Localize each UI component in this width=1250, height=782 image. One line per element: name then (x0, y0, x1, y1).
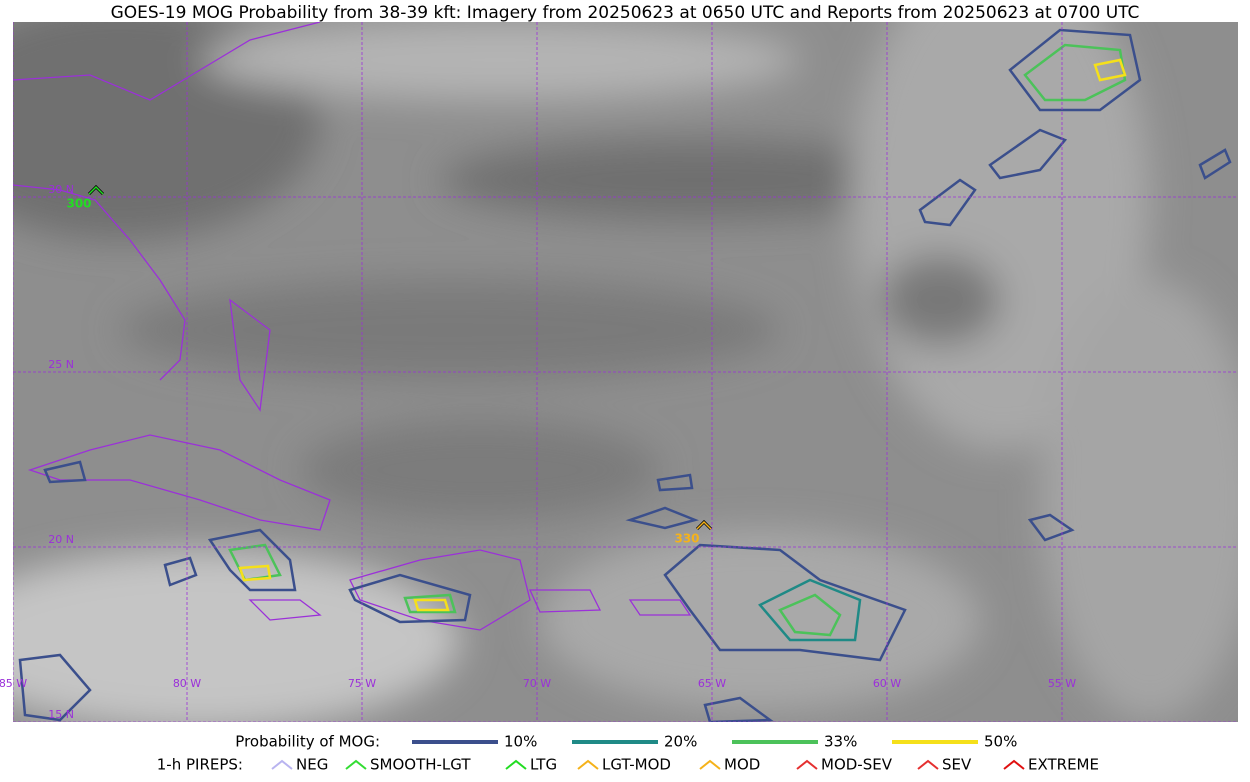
title: GOES-19 MOG Probability from 38-39 kft: … (111, 3, 1140, 23)
legend-symbol (271, 759, 293, 770)
pireps: 300 330 (66, 184, 713, 546)
lon-label: 85 W (0, 677, 27, 690)
lon-label: 75 W (348, 677, 376, 690)
lon-label: 65 W (698, 677, 726, 690)
legend-label: 33% (824, 733, 857, 751)
legend-symbol (577, 759, 599, 770)
imagery (13, 22, 1238, 722)
legend-symbol (917, 759, 939, 770)
legend-label: EXTREME (1028, 756, 1099, 774)
lon-label: 55 W (1048, 677, 1076, 690)
legend-label: LGT-MOD (602, 756, 671, 774)
mog-contours (18, 28, 1232, 722)
lon-label: 60 W (873, 677, 901, 690)
lon-label: 70 W (523, 677, 551, 690)
coastlines (13, 22, 692, 631)
legend-symbol (345, 759, 367, 770)
legend-label: NEG (296, 756, 328, 774)
pirep-symbol (696, 520, 712, 530)
lat-label: 15 N (48, 708, 74, 721)
legend-label: MOD-SEV (821, 756, 893, 774)
pirep-label: 330 (674, 532, 699, 546)
lat-label: 25 N (48, 358, 74, 371)
legend-symbol (699, 759, 721, 770)
legend-label: 10% (504, 733, 537, 751)
legend-symbol (505, 759, 527, 770)
legend-title: Probability of MOG: (235, 733, 380, 751)
legend-label: SEV (942, 756, 972, 774)
legend-label: 50% (984, 733, 1017, 751)
graticule (13, 22, 1238, 722)
legend-label: SMOOTH-LGT (370, 756, 471, 774)
pirep-symbol (88, 185, 104, 195)
lat-label: 30 N (48, 183, 74, 196)
legend-label: 20% (664, 733, 697, 751)
legend-symbol (1003, 759, 1025, 770)
lat-label: 20 N (48, 533, 74, 546)
legend-title: 1-h PIREPS: (157, 756, 243, 774)
pirep-label: 300 (66, 197, 91, 211)
legend: Probability of MOG: 10% 20% 33% 50% 1-h PIREP… (157, 733, 1099, 774)
legend-symbol (796, 759, 818, 770)
legend-label: LTG (530, 756, 557, 774)
graticule-labels: 30 N 25 N 20 N 15 N 85 W 80 W 75 W 70 W 65 W 60 W… (0, 183, 1076, 721)
lon-label: 80 W (173, 677, 201, 690)
legend-label: MOD (724, 756, 760, 774)
